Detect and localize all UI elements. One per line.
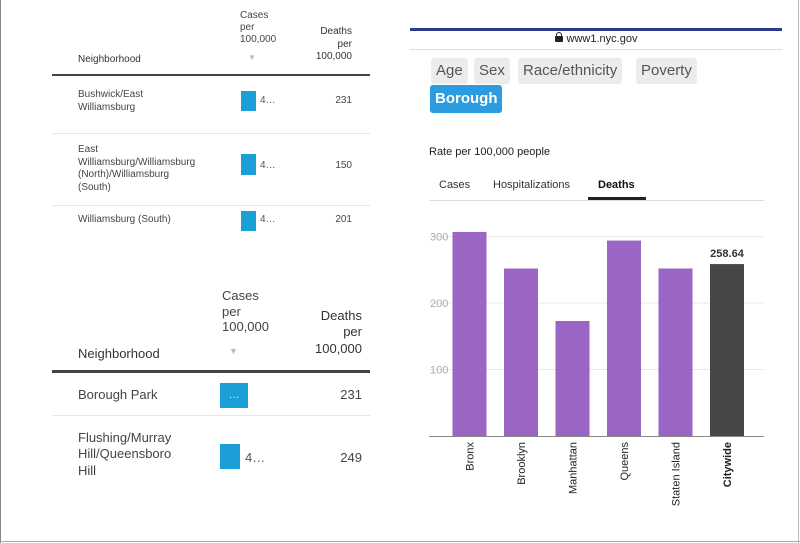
cases-value: 4…	[260, 160, 276, 171]
header-deaths-line: per	[337, 38, 352, 50]
bar-manhattan[interactable]	[555, 321, 590, 436]
category-label: Brooklyn	[516, 442, 528, 485]
column-header-neighborhood[interactable]: Neighborhood	[78, 346, 160, 361]
header-cases-line: 100,000	[240, 34, 277, 45]
category-label: Queens	[619, 442, 631, 481]
tab-hospitalizations[interactable]: Hospitalizations	[493, 179, 571, 191]
neighborhood-name: Flushing/Murray Hill/Queensboro Hill	[78, 430, 171, 479]
name-line: Flushing/Murray	[78, 430, 172, 445]
deaths-value: 231	[335, 95, 352, 106]
name-line: (South)	[78, 181, 111, 193]
neighborhood-name: East Williamsburg/Williamsburg (North)/W…	[78, 144, 195, 194]
neighborhood-name: Borough Park	[78, 387, 158, 403]
tab-cases[interactable]: Cases	[439, 179, 471, 191]
bar-citywide[interactable]	[710, 264, 744, 436]
bar-bronx[interactable]	[452, 231, 487, 436]
name-line: Hill/Queensboro	[78, 446, 172, 462]
frame-bottom-border	[0, 541, 800, 542]
header-cases-line: 100,000	[222, 319, 269, 335]
cases-bar: …	[220, 383, 248, 408]
active-tab-underline	[588, 197, 646, 200]
column-header-cases[interactable]: Cases per 100,000	[240, 10, 276, 46]
cases-bar	[241, 154, 256, 175]
category-label: Manhattan	[568, 442, 580, 494]
category-label: Bronx	[465, 442, 477, 471]
category-label: Staten Island	[671, 442, 683, 506]
filter-pill-sex[interactable]: Sex	[474, 58, 510, 84]
url-bar[interactable]: www1.nyc.gov	[410, 31, 782, 49]
deaths-value: 231	[340, 387, 362, 402]
neighborhood-name: Bushwick/East Williamsburg	[78, 89, 143, 114]
cases-value: 4…	[260, 95, 276, 106]
name-line: (North)/Williamsburg	[78, 169, 170, 180]
header-deaths-line: per	[343, 324, 362, 340]
name-line: Williamsburg/Williamsburg	[78, 156, 196, 168]
tab-deaths[interactable]: Deaths	[598, 179, 635, 191]
header-deaths-line: 100,000	[315, 340, 362, 356]
cases-bar	[220, 444, 240, 469]
category-label: Citywide	[722, 442, 734, 487]
cases-bar	[241, 211, 256, 231]
tabs-divider	[429, 200, 764, 201]
header-cases-line: per	[240, 22, 255, 33]
table-row: Borough Park … 231	[52, 373, 370, 416]
data-label: 258.64	[710, 248, 745, 260]
url-bar-divider	[410, 49, 782, 50]
phone-screenshot: www1.nyc.gov Age Sex Race/ethnicity Pove…	[410, 28, 782, 513]
header-cases-line: Cases	[222, 288, 259, 303]
name-line: Bushwick/East	[78, 89, 144, 100]
browser-top-accent	[410, 28, 782, 31]
deaths-bar-chart: 100 200 300 Bronx Brooklyn Manhattan Queens Sta…	[429, 231, 764, 506]
table-row: East Williamsburg/Williamsburg (North)/W…	[52, 134, 370, 206]
neighborhood-table-large: Neighborhood Cases per 100,000 ▼ Deaths …	[52, 286, 370, 492]
deaths-value: 249	[340, 450, 362, 465]
name-line: Williamsburg (South)	[78, 214, 171, 225]
table-row: Bushwick/East Williamsburg 4… 231	[52, 76, 370, 134]
frame-left-border	[0, 0, 1, 543]
table-row: Flushing/Murray Hill/Queensboro Hill 4… …	[52, 416, 370, 492]
filter-pill-race-ethnicity[interactable]: Race/ethnicity	[518, 58, 623, 84]
column-header-neighborhood[interactable]: Neighborhood	[78, 54, 141, 65]
cases-value: 4…	[245, 450, 266, 465]
filter-pill-borough[interactable]: Borough	[430, 85, 503, 113]
url-text: www1.nyc.gov	[566, 33, 638, 45]
column-header-deaths[interactable]: Deaths per 100,000	[316, 26, 352, 64]
header-divider	[52, 370, 370, 373]
sort-down-icon[interactable]: ▼	[248, 53, 256, 62]
lock-icon	[554, 32, 563, 42]
y-tick-label: 300	[430, 232, 448, 244]
name-line: Hill	[78, 462, 97, 478]
header-cases-line: per	[222, 303, 241, 319]
name-line: East	[78, 144, 99, 155]
header-deaths-line: Deaths	[320, 308, 362, 323]
column-header-cases[interactable]: Cases per 100,000	[222, 288, 269, 335]
rate-label: Rate per 100,000 people	[429, 146, 551, 158]
bar-queens[interactable]	[607, 240, 641, 436]
table-row: Williamsburg (South) 4… 201	[52, 206, 370, 234]
neighborhood-table-small: Neighborhood Cases per 100,000 ▼ Deaths …	[52, 8, 370, 233]
frame-right-border	[798, 0, 799, 543]
filter-pill-age[interactable]: Age	[431, 58, 468, 84]
header-divider	[52, 74, 370, 76]
name-line: Williamsburg	[78, 101, 136, 113]
cases-bar	[241, 91, 256, 111]
y-tick-label: 200	[430, 298, 448, 310]
deaths-value: 150	[335, 160, 352, 171]
header-deaths-line: Deaths	[320, 26, 352, 37]
sort-down-icon[interactable]: ▼	[229, 346, 238, 356]
cases-value: 4…	[260, 214, 276, 225]
bar-brooklyn[interactable]	[504, 268, 538, 436]
bar-staten-island[interactable]	[658, 268, 693, 436]
header-cases-line: Cases	[240, 10, 269, 21]
column-header-deaths[interactable]: Deaths per 100,000	[315, 308, 362, 357]
name-line: Borough Park	[78, 387, 158, 402]
header-deaths-line: 100,000	[315, 51, 352, 62]
neighborhood-name: Williamsburg (South)	[78, 214, 171, 227]
deaths-value: 201	[335, 214, 352, 225]
filter-pill-poverty[interactable]: Poverty	[636, 58, 697, 84]
y-tick-label: 100	[430, 365, 448, 377]
